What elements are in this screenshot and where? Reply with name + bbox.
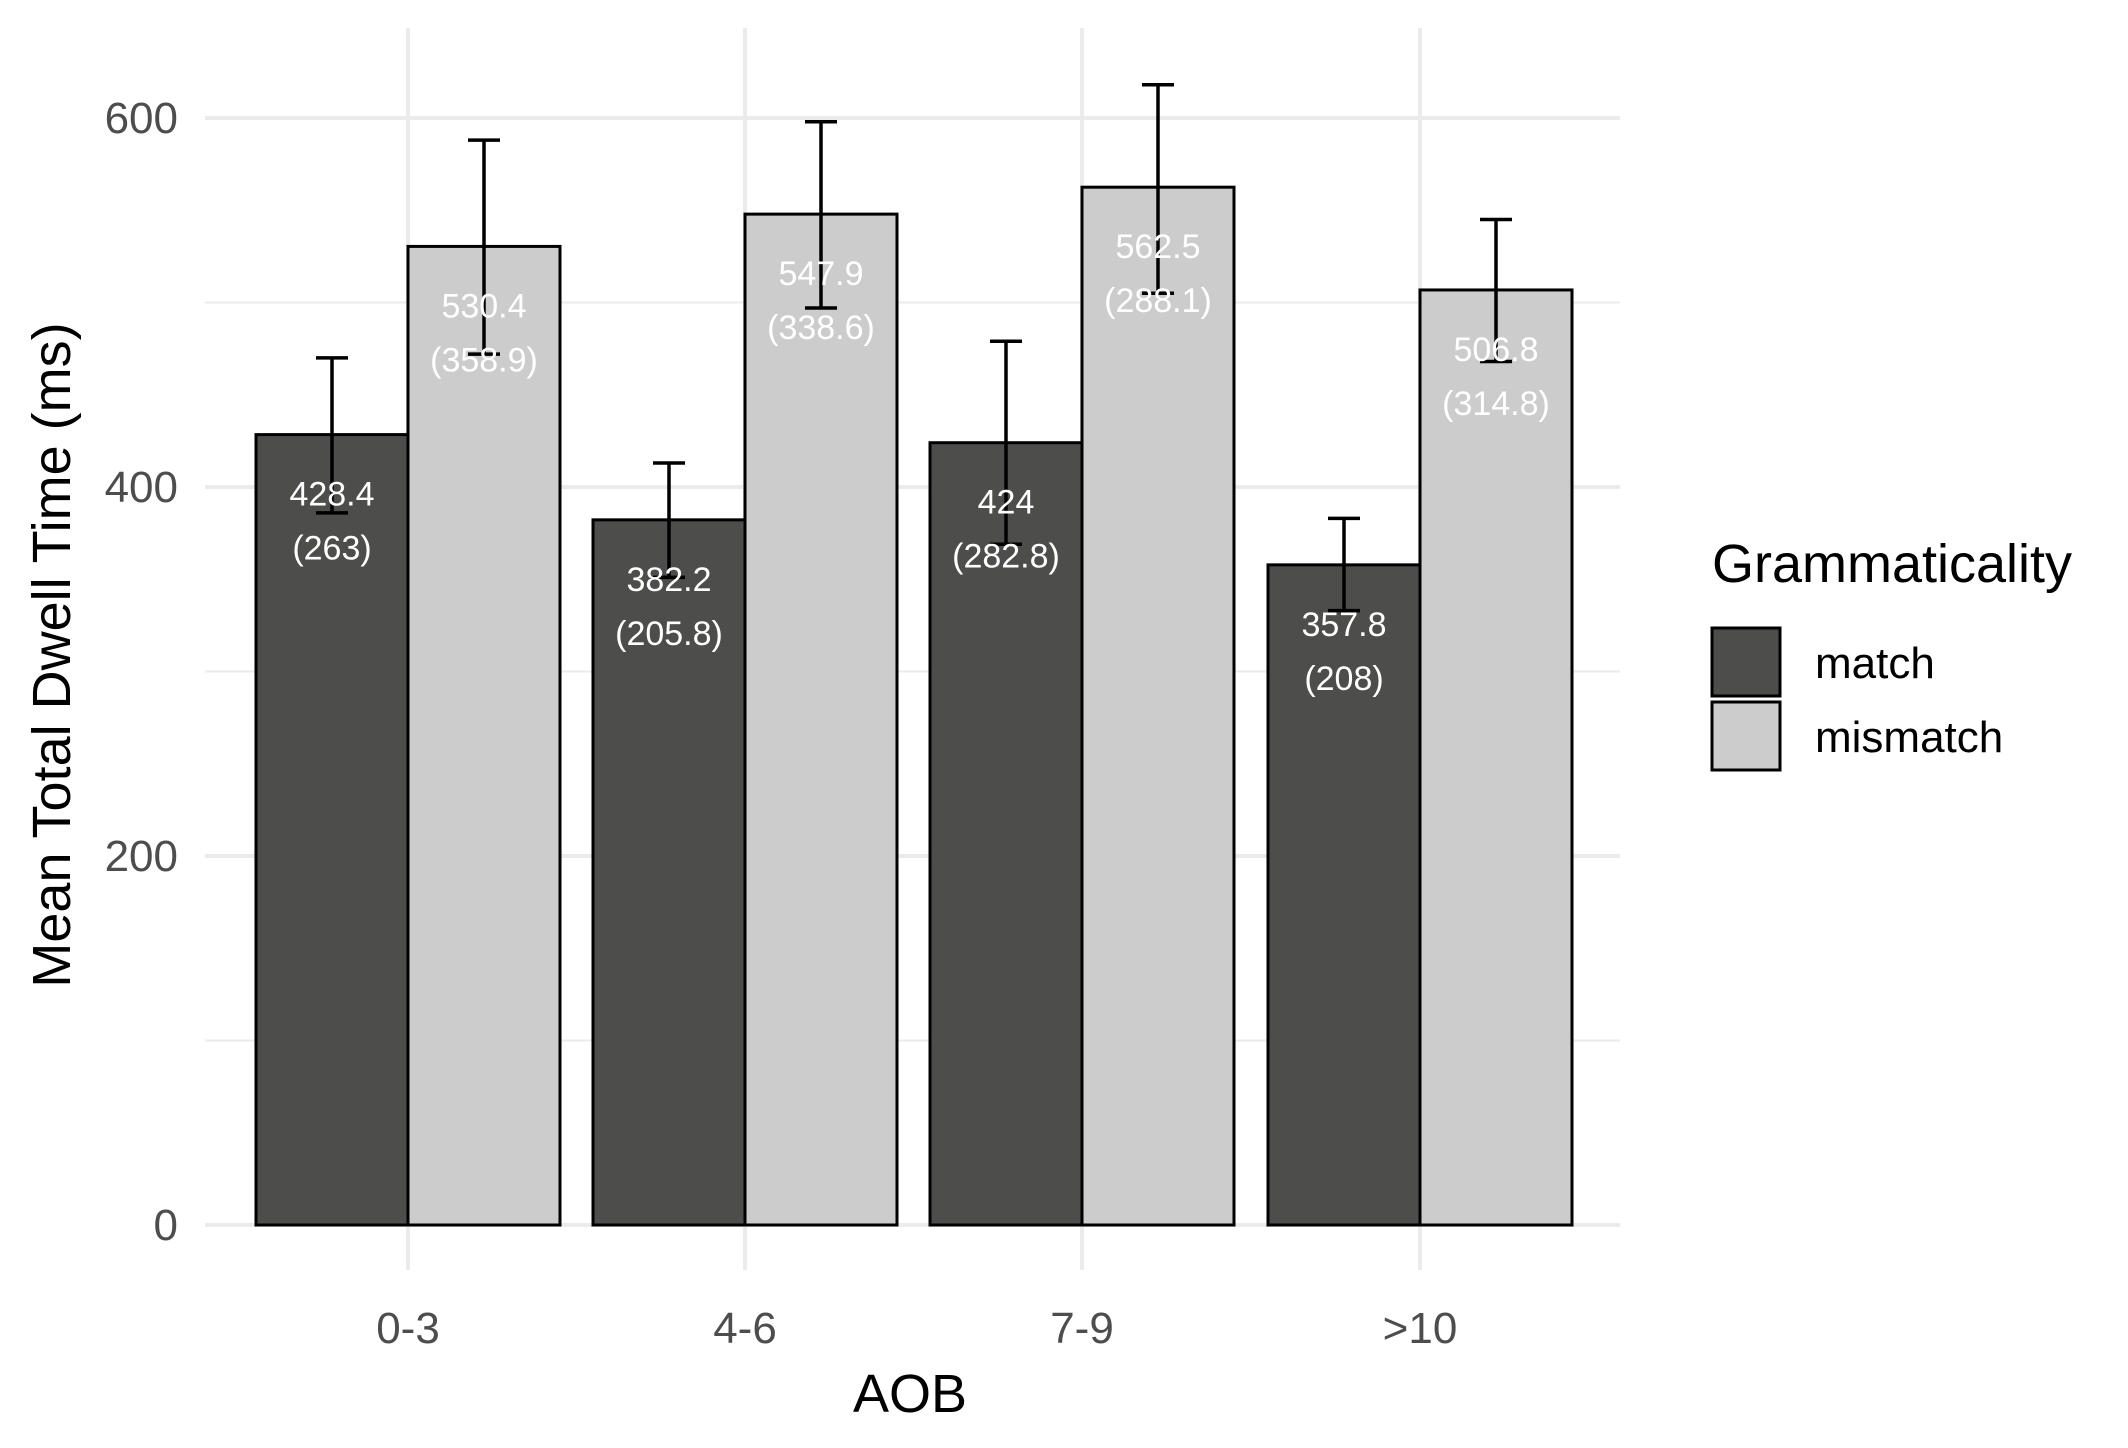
y-axis-title: Mean Total Dwell Time (ms) bbox=[22, 322, 82, 987]
legend-key-match bbox=[1710, 626, 1782, 698]
bars-layer bbox=[254, 185, 1574, 1227]
y-tick-label: 600 bbox=[105, 94, 178, 143]
x-tick-label: 4-6 bbox=[713, 1304, 777, 1353]
bar-sd-label: (338.6) bbox=[767, 309, 875, 347]
bar-value-label: 530.4 bbox=[441, 287, 526, 325]
bar-sd-label: (205.8) bbox=[615, 615, 723, 653]
legend-key-mismatch bbox=[1710, 700, 1782, 772]
bar-sd-label: (263) bbox=[292, 530, 371, 568]
bar-match bbox=[1266, 563, 1422, 1227]
bar-sd-label: (288.1) bbox=[1104, 282, 1212, 320]
x-axis-title: AOB bbox=[853, 1364, 967, 1424]
y-tick-label: 400 bbox=[105, 463, 178, 512]
x-tick-label: 7-9 bbox=[1050, 1304, 1114, 1353]
legend-label-match: match bbox=[1815, 639, 1935, 688]
bar-value-label: 382.2 bbox=[626, 561, 711, 599]
bar-mismatch bbox=[1418, 288, 1574, 1227]
bar-value-label: 428.4 bbox=[289, 476, 374, 514]
bar-sd-label: (282.8) bbox=[952, 538, 1060, 576]
bar-value-label: 547.9 bbox=[778, 255, 863, 293]
bar-match bbox=[928, 441, 1084, 1227]
y-tick-label: 200 bbox=[105, 832, 178, 881]
legend-title: Grammaticality bbox=[1712, 534, 2072, 594]
y-tick-label: 0 bbox=[154, 1201, 178, 1250]
x-tick-label: 0-3 bbox=[376, 1304, 440, 1353]
bar-labels-layer: 428.4 (263) 382.2 (205.8) 424 (282.8) 357.8 (20… bbox=[289, 228, 1549, 698]
bar-value-label: 506.8 bbox=[1453, 331, 1538, 369]
legend: Grammaticality match mismatch bbox=[1710, 534, 2072, 772]
bar-value-label: 424 bbox=[978, 484, 1035, 522]
bar-mismatch bbox=[1080, 185, 1236, 1227]
axes-layer: 0 200 400 600 0-3 4-6 7-9 >10 bbox=[105, 94, 1458, 1353]
bar-match bbox=[591, 518, 747, 1227]
error-bars-layer bbox=[316, 83, 1512, 613]
legend-label-mismatch: mismatch bbox=[1815, 713, 2003, 762]
bar-sd-label: (314.8) bbox=[1442, 385, 1550, 423]
bar-sd-label: (358.9) bbox=[430, 341, 538, 379]
bar-mismatch bbox=[406, 244, 562, 1227]
x-tick-label: >10 bbox=[1383, 1304, 1458, 1353]
bar-mismatch bbox=[743, 212, 899, 1227]
bar-value-label: 562.5 bbox=[1115, 228, 1200, 266]
bar-sd-label: (208) bbox=[1304, 660, 1383, 698]
bar-value-label: 357.8 bbox=[1301, 606, 1386, 644]
bar-match bbox=[254, 433, 410, 1227]
